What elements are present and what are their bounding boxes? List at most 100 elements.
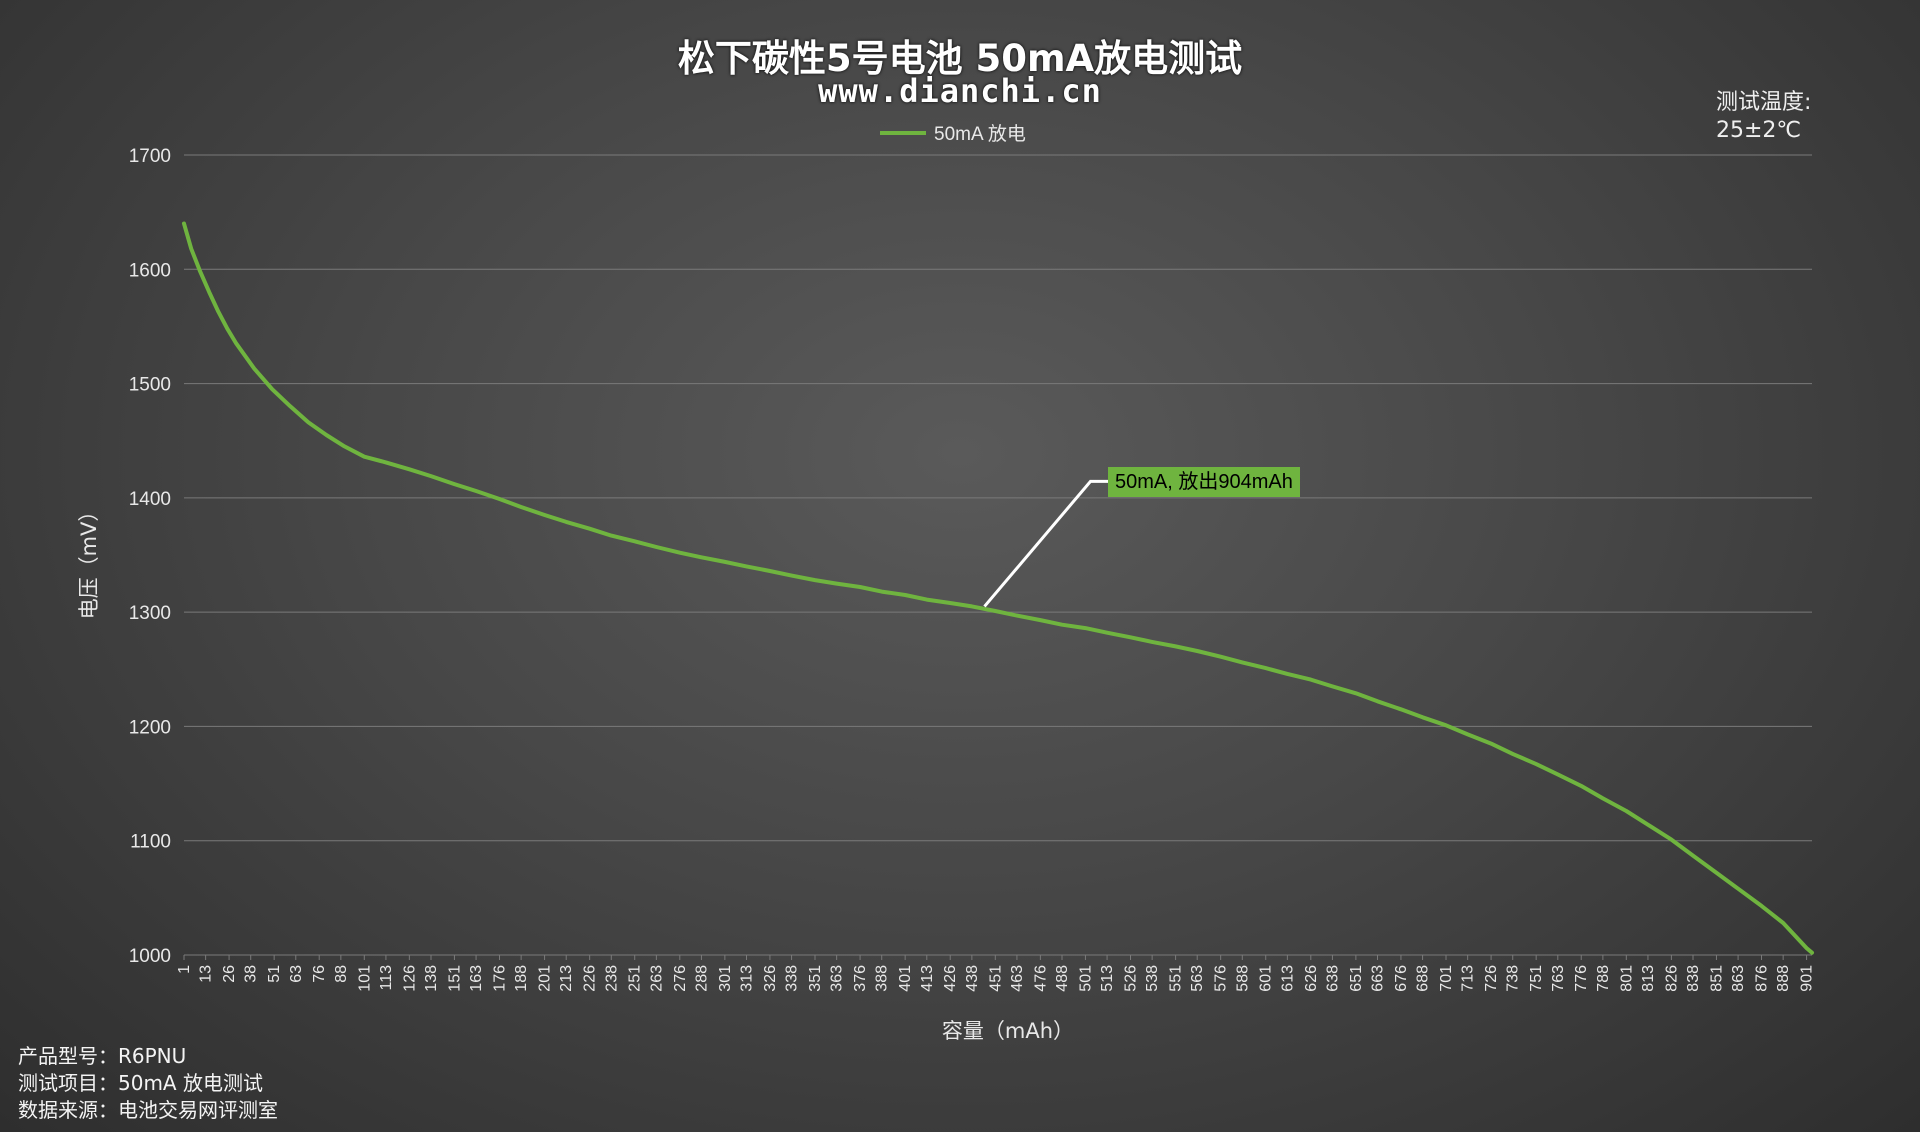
x-tick-label: 751 bbox=[1528, 965, 1545, 992]
annotation-leader-line bbox=[983, 479, 1109, 608]
y-axis-label: 电压（mV） bbox=[77, 501, 101, 620]
x-tick-label: 163 bbox=[468, 965, 485, 992]
x-tick-label: 188 bbox=[513, 965, 530, 992]
x-tick-label: 338 bbox=[784, 965, 801, 992]
series-line bbox=[182, 221, 1814, 955]
x-axis-ticks: 1 13 26 38 51 63 76 88 101 113 126 138 151 163 176 188 2… bbox=[176, 955, 1816, 992]
x-tick-label: 63 bbox=[288, 965, 305, 983]
x-tick-label: 88 bbox=[333, 965, 350, 983]
x-axis-label: 容量（mAh） bbox=[942, 1019, 1074, 1043]
y-tick-label: 1600 bbox=[129, 260, 171, 281]
y-tick-label: 1500 bbox=[129, 375, 171, 396]
series-layer bbox=[182, 221, 1814, 955]
x-tick-label: 551 bbox=[1168, 965, 1185, 992]
x-tick-label: 738 bbox=[1505, 965, 1522, 992]
x-tick-label: 76 bbox=[311, 965, 328, 983]
x-tick-label: 451 bbox=[987, 965, 1004, 992]
x-tick-label: 276 bbox=[672, 965, 689, 992]
annotation-leader bbox=[983, 479, 1109, 608]
temperature-label: 测试温度: bbox=[1716, 90, 1812, 115]
x-tick-label: 138 bbox=[423, 965, 440, 992]
y-tick-label: 1400 bbox=[129, 489, 171, 510]
x-tick-label: 213 bbox=[558, 965, 575, 992]
x-tick-label: 526 bbox=[1123, 965, 1140, 992]
x-tick-label: 851 bbox=[1708, 965, 1725, 992]
y-tick-label: 1300 bbox=[129, 603, 171, 624]
y-tick-label: 1100 bbox=[130, 832, 171, 853]
x-tick-label: 326 bbox=[762, 965, 779, 992]
x-tick-label: 151 bbox=[446, 965, 463, 992]
x-tick-label: 676 bbox=[1393, 965, 1410, 992]
x-tick-label: 51 bbox=[266, 965, 283, 983]
legend-label: 50mA 放电 bbox=[934, 123, 1026, 145]
temperature-value: 25±2℃ bbox=[1716, 118, 1802, 143]
x-tick-label: 588 bbox=[1234, 965, 1251, 992]
x-tick-label: 713 bbox=[1460, 965, 1477, 992]
x-tick-label: 701 bbox=[1438, 965, 1455, 992]
x-tick-label: 563 bbox=[1189, 965, 1206, 992]
x-tick-label: 476 bbox=[1032, 965, 1049, 992]
y-tick-label: 1200 bbox=[129, 717, 171, 738]
x-tick-label: 638 bbox=[1324, 965, 1341, 992]
x-tick-label: 863 bbox=[1730, 965, 1747, 992]
x-tick-label: 601 bbox=[1258, 965, 1275, 992]
x-tick-label: 101 bbox=[356, 965, 373, 992]
x-tick-label: 513 bbox=[1099, 965, 1116, 992]
x-tick-label: 788 bbox=[1595, 965, 1612, 992]
x-tick-label: 238 bbox=[603, 965, 620, 992]
x-tick-label: 251 bbox=[627, 965, 644, 992]
x-tick-label: 126 bbox=[401, 965, 418, 992]
x-tick-label: 313 bbox=[738, 965, 755, 992]
x-tick-label: 176 bbox=[492, 965, 509, 992]
x-tick-label: 438 bbox=[964, 965, 981, 992]
x-tick-label: 688 bbox=[1415, 965, 1432, 992]
x-tick-label: 351 bbox=[807, 965, 824, 992]
x-tick-label: 826 bbox=[1663, 965, 1680, 992]
data-source: 数据来源：电池交易网评测室 bbox=[18, 1098, 278, 1122]
x-tick-label: 376 bbox=[852, 965, 869, 992]
x-tick-label: 538 bbox=[1144, 965, 1161, 992]
x-tick-label: 13 bbox=[198, 965, 215, 983]
x-tick-label: 426 bbox=[942, 965, 959, 992]
chart-subtitle: www.dianchi.cn bbox=[818, 72, 1102, 110]
x-tick-label: 26 bbox=[221, 965, 238, 983]
x-tick-label: 763 bbox=[1550, 965, 1567, 992]
x-tick-label: 363 bbox=[829, 965, 846, 992]
x-tick-label: 838 bbox=[1685, 965, 1702, 992]
x-tick-label: 38 bbox=[243, 965, 260, 983]
x-tick-label: 651 bbox=[1348, 965, 1365, 992]
x-tick-label: 1 bbox=[176, 965, 193, 974]
x-tick-label: 613 bbox=[1279, 965, 1296, 992]
x-tick-label: 226 bbox=[582, 965, 599, 992]
x-tick-label: 626 bbox=[1303, 965, 1320, 992]
gridlines bbox=[184, 154, 1812, 956]
x-tick-label: 501 bbox=[1077, 965, 1094, 992]
x-tick-label: 726 bbox=[1483, 965, 1500, 992]
y-tick-label: 1000 bbox=[129, 946, 171, 967]
x-tick-label: 876 bbox=[1754, 965, 1771, 992]
x-tick-label: 388 bbox=[874, 965, 891, 992]
x-tick-label: 301 bbox=[717, 965, 734, 992]
product-model: 产品型号：R6PNU bbox=[18, 1044, 187, 1068]
x-tick-label: 288 bbox=[693, 965, 710, 992]
test-item: 测试项目：50mA 放电测试 bbox=[18, 1071, 263, 1095]
x-tick-label: 401 bbox=[897, 965, 914, 992]
x-tick-label: 113 bbox=[378, 965, 395, 991]
x-tick-label: 801 bbox=[1618, 965, 1635, 992]
legend: 50mA 放电 bbox=[880, 123, 1026, 145]
x-tick-label: 488 bbox=[1054, 965, 1071, 992]
x-tick-label: 413 bbox=[919, 965, 936, 992]
x-tick-label: 776 bbox=[1573, 965, 1590, 992]
x-tick-label: 663 bbox=[1370, 965, 1387, 992]
x-tick-label: 463 bbox=[1009, 965, 1026, 992]
x-tick-label: 888 bbox=[1775, 965, 1792, 992]
y-axis-ticks: 1000 1100 1200 1300 1400 1500 1600 1700 bbox=[129, 146, 171, 967]
y-tick-label: 1700 bbox=[129, 146, 171, 167]
x-tick-label: 201 bbox=[537, 965, 554, 992]
x-tick-label: 263 bbox=[648, 965, 665, 992]
x-tick-label: 576 bbox=[1213, 965, 1230, 992]
capacity-annotation: 50mA, 放出904mAh bbox=[1108, 467, 1300, 497]
x-tick-label: 901 bbox=[1799, 965, 1816, 992]
x-tick-label: 813 bbox=[1640, 965, 1657, 992]
